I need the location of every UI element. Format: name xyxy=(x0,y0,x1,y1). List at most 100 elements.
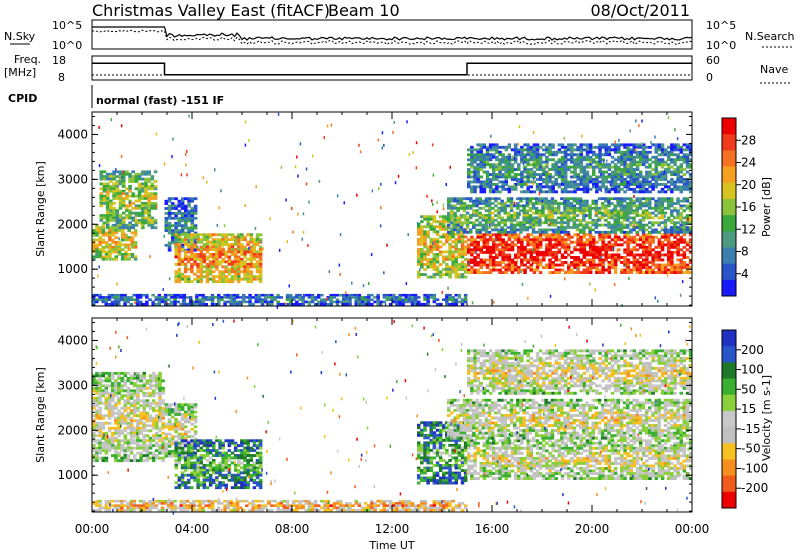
heatmap-cell xyxy=(588,209,592,213)
heatmap-cell xyxy=(666,228,671,232)
heatmap-cell xyxy=(554,173,558,176)
heatmap-cell xyxy=(221,265,225,269)
heatmap-cell xyxy=(529,155,533,159)
heatmap-cell xyxy=(153,170,158,174)
heatmap-cell xyxy=(685,256,690,259)
noise-pixel xyxy=(416,221,419,225)
heatmap-cell xyxy=(495,183,499,186)
heatmap-cell xyxy=(685,197,690,201)
heatmap-cell xyxy=(526,248,530,252)
heatmap-cell xyxy=(255,267,260,271)
heatmap-cell xyxy=(663,238,668,242)
heatmap-cell xyxy=(348,293,352,297)
heatmap-cell xyxy=(588,258,593,262)
heatmap-cell xyxy=(476,185,480,189)
heatmap-cell xyxy=(273,298,277,301)
heatmap-cell xyxy=(320,302,324,306)
heatmap-cell xyxy=(462,221,467,225)
heatmap-cell xyxy=(509,218,514,222)
heatmap-cell xyxy=(566,202,570,205)
heatmap-cell xyxy=(610,243,615,247)
heatmap-cell xyxy=(208,272,213,276)
heatmap-cell xyxy=(529,163,533,167)
heatmap-cell xyxy=(457,250,462,254)
heatmap-cell xyxy=(510,271,515,274)
heatmap-cell xyxy=(613,178,618,181)
heatmap-cell xyxy=(153,219,158,222)
heatmap-cell xyxy=(538,223,542,227)
heatmap-cell xyxy=(432,255,437,259)
heatmap-cell xyxy=(570,160,574,164)
heatmap-cell xyxy=(607,266,612,269)
heatmap-cell xyxy=(476,248,480,252)
heatmap-cell xyxy=(535,266,540,269)
heatmap-cell xyxy=(670,204,674,208)
heatmap-cell xyxy=(227,255,232,259)
heatmap-cell xyxy=(676,221,680,225)
heatmap-cell xyxy=(183,270,188,274)
heatmap-cell xyxy=(667,245,671,249)
heatmap-cell xyxy=(548,185,552,189)
heatmap-cell xyxy=(579,165,583,169)
heatmap-cell xyxy=(554,150,558,154)
noise-pixel xyxy=(377,138,380,142)
heatmap-cell xyxy=(532,150,537,154)
heatmap-cell xyxy=(224,277,228,281)
heatmap-cell xyxy=(604,187,608,191)
heatmap-cell xyxy=(517,148,521,152)
heatmap-cell xyxy=(642,160,646,164)
heatmap-cell xyxy=(218,255,222,259)
heatmap-cell xyxy=(607,216,611,220)
heatmap-cell xyxy=(445,235,449,239)
heatmap-cell xyxy=(479,263,483,267)
heatmap-cell xyxy=(254,300,258,304)
heatmap-cell xyxy=(610,253,615,257)
heatmap-cell xyxy=(473,243,477,247)
heatmap-cell xyxy=(585,223,589,227)
heatmap-cell xyxy=(98,416,102,420)
heatmap-cell xyxy=(645,165,649,169)
heatmap-cell xyxy=(479,245,483,249)
heatmap-cell xyxy=(566,197,570,201)
heatmap-cell xyxy=(682,261,687,264)
heatmap-cell xyxy=(112,172,116,176)
heatmap-cell xyxy=(95,255,99,259)
heatmap-cell xyxy=(654,170,658,174)
heatmap-cell xyxy=(456,216,460,220)
heatmap-cell xyxy=(491,228,495,232)
heatmap-cell xyxy=(187,212,191,215)
heatmap-cell xyxy=(98,429,102,433)
heatmap-cell xyxy=(563,209,567,213)
heatmap-cell xyxy=(632,175,637,179)
heatmap-cell xyxy=(141,177,145,181)
heatmap-cell xyxy=(588,187,593,191)
heatmap-cell xyxy=(582,180,587,184)
heatmap-cell xyxy=(101,374,106,378)
heatmap-cell xyxy=(670,226,674,229)
heatmap-cell xyxy=(101,241,106,244)
heatmap-cell xyxy=(488,268,493,272)
heatmap-cell xyxy=(685,155,690,159)
heatmap-cell xyxy=(604,211,608,215)
heatmap-cell xyxy=(544,204,548,208)
heatmap-cell xyxy=(523,183,527,186)
heatmap-cell xyxy=(92,454,96,458)
heatmap-cell xyxy=(573,190,577,194)
noise-pixel xyxy=(223,224,226,228)
heatmap-cell xyxy=(479,187,483,191)
heatmap-cell xyxy=(288,300,293,304)
velocity-data-layer xyxy=(92,319,693,515)
heatmap-cell xyxy=(613,228,617,232)
heatmap-cell xyxy=(92,245,96,249)
heatmap-cell xyxy=(196,233,200,237)
heatmap-cell xyxy=(651,230,655,234)
noise-pixel xyxy=(513,156,515,160)
heatmap-cell xyxy=(109,175,113,178)
heatmap-cell xyxy=(654,160,658,164)
heatmap-cell xyxy=(193,216,198,220)
heatmap-cell xyxy=(598,175,602,179)
heatmap-cell xyxy=(501,168,505,171)
heatmap-cell xyxy=(243,272,247,276)
heatmap-cell xyxy=(104,241,109,244)
heatmap-cell xyxy=(423,245,427,249)
